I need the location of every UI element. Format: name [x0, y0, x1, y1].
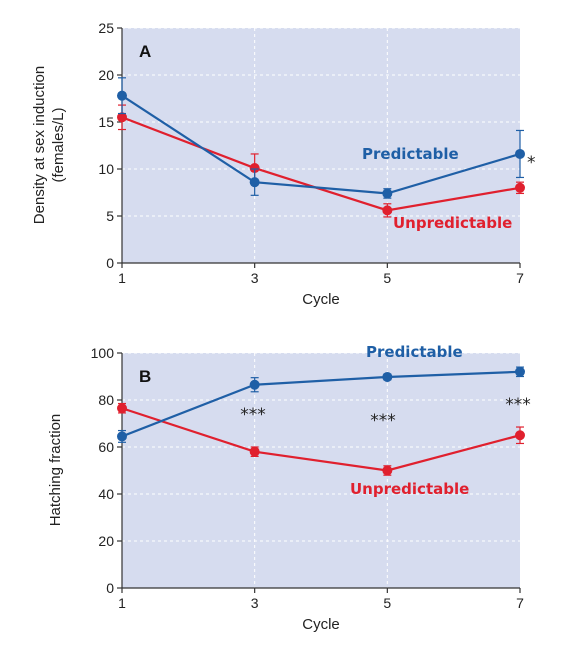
series-b	[117, 366, 525, 476]
data-point-unpredictable-a-1	[117, 112, 127, 123]
y-tick-label-a-0: 0	[106, 255, 114, 271]
y-tick-label-a-25: 25	[98, 20, 114, 36]
data-point-predictable-a-3	[249, 177, 260, 188]
x-axis-label-b: Cycle	[302, 616, 340, 633]
series-label-unpredictable-a: Unpredictable	[393, 214, 512, 232]
significance-stars-b-7: ***	[505, 395, 531, 415]
data-point-unpredictable-a-5	[382, 205, 393, 216]
plot-area-a	[122, 28, 520, 263]
x-axis-label-a: Cycle	[302, 291, 340, 308]
series-a	[117, 77, 525, 218]
series-label-unpredictable-b: Unpredictable	[350, 480, 469, 498]
y-tick-label-b-60: 60	[98, 439, 114, 455]
x-tick-label-b-1: 1	[118, 595, 126, 611]
x-ticks-a: 1 3 5 7	[118, 263, 524, 286]
panel-label-b: B	[139, 367, 151, 386]
y-tick-label-a-10: 10	[98, 161, 114, 177]
gridlines-b	[122, 352, 520, 588]
data-point-unpredictable-b-7	[515, 430, 525, 441]
data-point-predictable-b-3	[249, 379, 260, 390]
y-tick-label-b-80: 80	[98, 392, 114, 408]
y-ticks-a: 0 5 10 15 20 25	[98, 20, 122, 271]
series-label-predictable-a: Predictable	[362, 145, 459, 163]
series-line-predictable-a	[121, 94, 521, 195]
panel-a: 0 5 10 15 20 25 1 3 5 7 A Cycle Density at sex i…	[31, 20, 536, 308]
series-line-predictable-b	[121, 370, 521, 438]
y-tick-label-b-100: 100	[91, 345, 115, 361]
x-tick-label-a-5: 5	[383, 270, 391, 286]
data-point-unpredictable-a-7	[515, 182, 525, 193]
y-tick-label-a-20: 20	[98, 67, 114, 83]
x-tick-label-a-7: 7	[516, 270, 524, 286]
data-point-predictable-a-1	[117, 90, 127, 101]
y-axis-label-a-line2: (females/L)	[50, 107, 67, 182]
x-tick-label-a-3: 3	[251, 270, 259, 286]
series-line-unpredictable-a	[121, 116, 521, 212]
data-point-predictable-b-5	[382, 371, 393, 382]
y-axis-label-a-line1: Density at sex induction	[31, 66, 48, 224]
x-tick-label-a-1: 1	[118, 270, 126, 286]
panel-label-a: A	[139, 42, 151, 61]
data-point-unpredictable-b-5	[382, 465, 393, 476]
data-point-predictable-b-7	[515, 366, 525, 377]
data-point-unpredictable-a-3	[249, 163, 260, 174]
gridlines-a	[122, 27, 520, 263]
y-ticks-b: 0 20 40 60 80 100	[91, 345, 122, 596]
data-point-unpredictable-b-1	[117, 403, 127, 414]
x-tick-label-b-5: 5	[383, 595, 391, 611]
data-point-predictable-a-5	[382, 188, 393, 199]
plot-area-b	[122, 353, 520, 588]
data-point-predictable-b-1	[117, 431, 127, 442]
significance-stars-b-5: ***	[370, 411, 396, 431]
data-point-predictable-a-7	[515, 148, 525, 159]
y-tick-label-b-0: 0	[106, 580, 114, 596]
data-point-unpredictable-b-3	[249, 446, 260, 457]
series-label-predictable-b: Predictable	[366, 343, 463, 361]
y-tick-label-b-40: 40	[98, 486, 114, 502]
x-tick-label-b-7: 7	[516, 595, 524, 611]
x-ticks-b: 1 3 5 7	[118, 588, 524, 611]
significance-star-a-7: *	[527, 153, 536, 173]
y-tick-label-a-5: 5	[106, 208, 114, 224]
y-tick-label-a-15: 15	[98, 114, 114, 130]
panel-b: 0 20 40 60 80 100 1 3 5 7 B Cycle Hatching fract…	[47, 343, 531, 633]
y-tick-label-b-20: 20	[98, 533, 114, 549]
series-line-unpredictable-b	[121, 407, 521, 472]
significance-stars-b-3: ***	[240, 405, 266, 425]
x-tick-label-b-3: 3	[251, 595, 259, 611]
y-axis-label-b: Hatching fraction	[47, 414, 64, 527]
